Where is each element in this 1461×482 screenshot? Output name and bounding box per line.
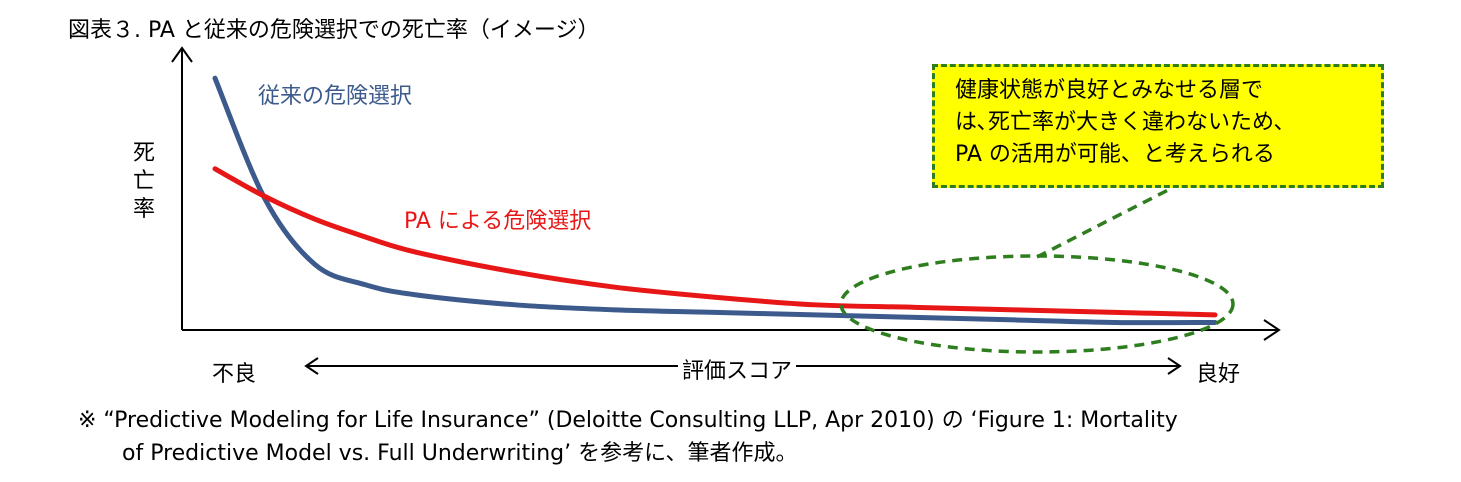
x-axis-label: 評価スコア bbox=[678, 353, 797, 385]
score-arrow-left-head bbox=[304, 357, 319, 375]
figure-title: 図表３. PA と従来の危険選択での死亡率（イメージ） bbox=[68, 18, 600, 43]
footnote-line-2: of Predictive Model vs. Full Underwritin… bbox=[122, 441, 798, 466]
annotation-line: 健康状態が良好とみなせる層で bbox=[955, 78, 1264, 103]
callout-shapes bbox=[839, 188, 1235, 354]
chart-axes bbox=[171, 46, 1281, 341]
x-right-label: 良好 bbox=[1192, 356, 1245, 388]
series-line-pa bbox=[212, 166, 1218, 318]
score-arrow-right-head bbox=[1167, 357, 1182, 375]
series-line-traditional bbox=[212, 75, 1218, 326]
series-label-traditional: 従来の危険選択 bbox=[258, 84, 413, 109]
chart-lines bbox=[212, 75, 1218, 326]
x-left-label: 不良 bbox=[208, 356, 261, 388]
annotation-line: PA の活用が可能、と考えられる bbox=[955, 142, 1275, 167]
y-axis-arrowhead bbox=[171, 46, 193, 63]
footnote: ※ “Predictive Modeling for Life Insuranc… bbox=[78, 404, 1178, 470]
footnote-line-1: ※ “Predictive Modeling for Life Insuranc… bbox=[78, 408, 1178, 433]
annotation-box: 健康状態が良好とみなせる層で は､死亡率が大きく違わないため､ PA の活用が可… bbox=[932, 64, 1384, 188]
callout-pointer bbox=[1036, 188, 1169, 259]
series-label-pa: PA による危険選択 bbox=[404, 209, 592, 234]
x-axis-arrowhead bbox=[1263, 319, 1281, 341]
y-axis-label: 死亡率 bbox=[132, 141, 155, 222]
highlight-ellipse bbox=[839, 254, 1235, 354]
annotation-line: は､死亡率が大きく違わないため､ bbox=[955, 110, 1286, 135]
